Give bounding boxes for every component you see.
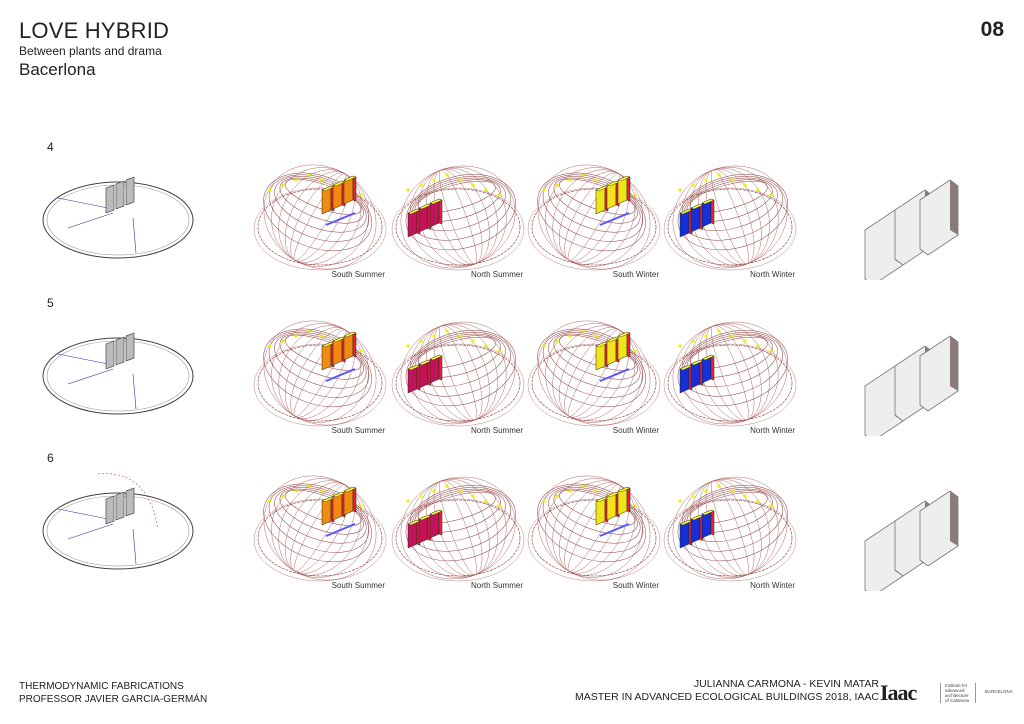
fin-block <box>332 336 346 366</box>
fin-block <box>429 509 443 539</box>
diagram-caption: North Summer <box>470 426 523 435</box>
fin-block <box>679 208 693 238</box>
fin-block <box>606 491 620 521</box>
iaac-logo: Iaac <box>880 680 917 705</box>
sun-path-diagram <box>527 164 661 271</box>
fin-block <box>595 496 609 526</box>
fin-block <box>343 486 357 516</box>
model-photo <box>864 179 959 280</box>
fin-block <box>429 198 443 228</box>
fin-block <box>617 486 631 516</box>
diagram-caption: South Summer <box>331 270 385 279</box>
diagram-caption: North Summer <box>470 270 523 279</box>
diagram-caption: South Winter <box>612 581 659 590</box>
sun-path-diagram <box>253 475 387 582</box>
site-diagram <box>42 176 194 259</box>
sun-path-diagram <box>253 164 387 271</box>
diagram-caption: South Winter <box>612 270 659 279</box>
fin-block <box>321 341 335 371</box>
sun-path-diagram <box>527 475 661 582</box>
fin-block <box>321 496 335 526</box>
site-diagram <box>42 332 194 415</box>
authors: JULIANNA CARMONA - KEVIN MATAR <box>693 678 879 690</box>
diagram-caption: South Summer <box>331 581 385 590</box>
fin-block <box>690 203 704 233</box>
iaac-logo-text: Institute for advanced architecture of C… <box>940 683 976 703</box>
fin-block <box>606 336 620 366</box>
diagram-caption: North Winter <box>750 581 795 590</box>
fin-block <box>418 203 432 233</box>
fin-block <box>595 341 609 371</box>
page-subtitle: Between plants and drama <box>19 44 162 58</box>
diagram-caption: North Winter <box>750 270 795 279</box>
sun-path-diagram <box>527 320 661 427</box>
footer-left: THERMODYNAMIC FABRICATIONS PROFESSOR JAV… <box>19 680 207 706</box>
page-title: LOVE HYBRID <box>19 18 170 43</box>
diagram-caption: North Winter <box>750 426 795 435</box>
fin-block <box>418 514 432 544</box>
professor-name: PROFESSOR JAVIER GARCIA-GERMÁN <box>19 694 208 705</box>
fin-block <box>595 185 609 215</box>
course-name: THERMODYNAMIC FABRICATIONS <box>19 681 184 692</box>
sun-path-diagram <box>391 165 525 271</box>
fin-block <box>332 491 346 521</box>
fin-block <box>407 208 421 238</box>
program-name: MASTER IN ADVANCED ECOLOGICAL BUILDINGS … <box>574 691 879 703</box>
sun-path-diagram <box>391 321 525 427</box>
fin-block <box>701 354 715 384</box>
city-label: Bacerlona <box>19 60 96 79</box>
diagram-caption: South Summer <box>331 426 385 435</box>
diagram-caption: South Winter <box>612 426 659 435</box>
fin-block <box>429 354 443 384</box>
fin-block <box>321 185 335 215</box>
fin-block <box>407 519 421 549</box>
sun-path-diagram <box>253 320 387 427</box>
fin-block <box>407 364 421 394</box>
fin-block <box>332 180 346 210</box>
fin-block <box>343 175 357 205</box>
sun-path-diagram <box>663 165 797 271</box>
site-diagram <box>42 473 194 570</box>
sun-path-diagram <box>391 476 525 582</box>
fin-block <box>617 331 631 361</box>
row-label: 5 <box>47 296 54 310</box>
fin-block <box>701 509 715 539</box>
fin-block <box>679 519 693 549</box>
sun-path-diagram <box>663 321 797 427</box>
fin-block <box>679 364 693 394</box>
fin-block <box>690 514 704 544</box>
fin-block <box>418 359 432 389</box>
fin-block <box>701 198 715 228</box>
fin-block <box>343 331 357 361</box>
footer-right: JULIANNA CARMONA - KEVIN MATAR MASTER IN… <box>575 678 879 704</box>
sun-path-diagram <box>663 476 797 582</box>
model-photo <box>864 335 959 436</box>
iaac-logo-city: BARCELONA <box>985 689 1013 694</box>
model-photo <box>864 490 959 591</box>
fin-block <box>690 359 704 389</box>
page-number: 08 <box>980 18 1004 41</box>
row-label: 4 <box>47 140 54 154</box>
fin-block <box>606 180 620 210</box>
diagram-caption: North Summer <box>470 581 523 590</box>
row-label: 6 <box>47 451 54 465</box>
fin-block <box>617 175 631 205</box>
